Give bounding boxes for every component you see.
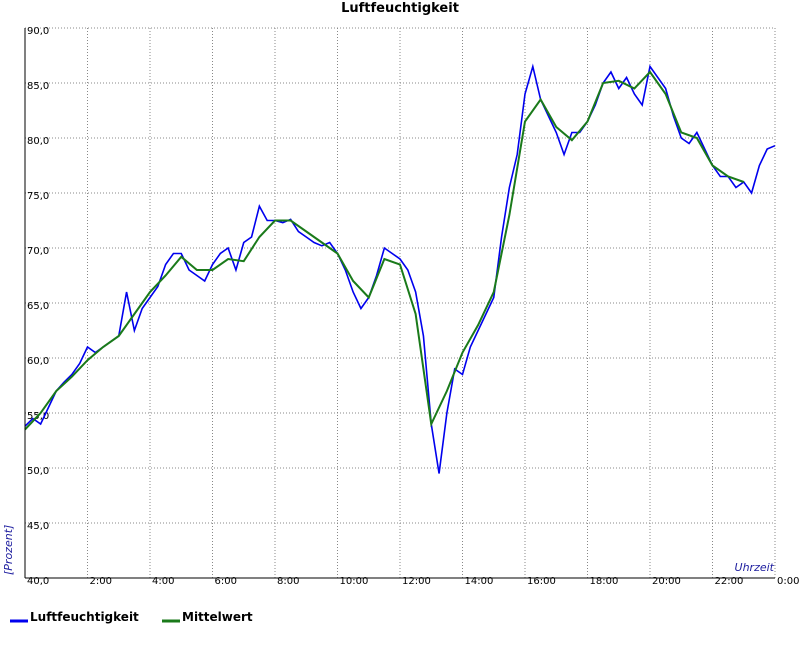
x-tick-label: 4:00	[152, 576, 174, 587]
y-tick-label: 85,0	[27, 81, 49, 92]
legend-label: Mittelwert	[182, 610, 253, 624]
grid: 40,045,050,055,060,065,070,075,080,085,0…	[25, 26, 799, 587]
y-tick-label: 40,0	[27, 576, 49, 587]
x-tick-label: 16:00	[527, 576, 556, 587]
x-tick-label: 18:00	[590, 576, 619, 587]
x-tick-label: 22:00	[715, 576, 744, 587]
x-tick-label: 10:00	[340, 576, 369, 587]
y-tick-label: 75,0	[27, 191, 49, 202]
x-axis-label: Uhrzeit	[735, 561, 775, 574]
x-tick-label: 12:00	[402, 576, 431, 587]
y-tick-label: 65,0	[27, 301, 49, 312]
chart-title: Luftfeuchtigkeit	[341, 1, 459, 16]
data-line	[24, 70, 745, 431]
y-tick-label: 45,0	[27, 521, 49, 532]
x-tick-label: 20:00	[652, 576, 681, 587]
y-tick-label: 70,0	[27, 246, 49, 257]
y-tick-label: 90,0	[27, 26, 49, 37]
x-tick-label: 8:00	[277, 576, 299, 587]
legend-label: Luftfeuchtigkeit	[30, 610, 139, 624]
y-tick-label: 60,0	[27, 356, 49, 367]
y-tick-label: 50,0	[27, 466, 49, 477]
lines	[24, 63, 776, 474]
data-line	[24, 63, 776, 474]
y-tick-label: 80,0	[27, 136, 49, 147]
y-axis-label: [Prozent]	[2, 525, 15, 575]
x-tick-label: 0:00	[777, 576, 799, 587]
x-tick-label: 6:00	[215, 576, 237, 587]
x-tick-label: 2:00	[90, 576, 112, 587]
x-tick-label: 14:00	[465, 576, 494, 587]
legend: Luftfeuchtigkeit Mittelwert	[10, 610, 253, 624]
